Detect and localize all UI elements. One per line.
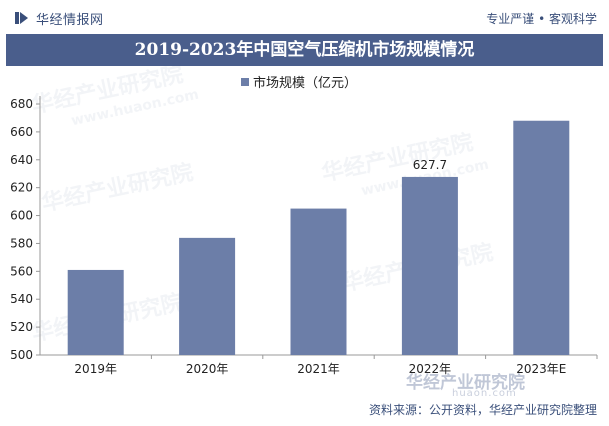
y-tick-label: 560 <box>10 264 33 278</box>
brand-name: 华经情报网 <box>36 13 104 28</box>
y-tick-label: 620 <box>10 181 33 195</box>
y-tick-label: 500 <box>10 348 33 362</box>
x-tick-label: 2023年E <box>516 362 566 376</box>
data-label: 627.7 <box>413 158 447 172</box>
y-tick-label: 680 <box>10 97 33 111</box>
legend-swatch <box>241 78 249 86</box>
x-tick-label: 2019年 <box>74 362 117 376</box>
bar <box>67 269 124 355</box>
y-tick-label: 660 <box>10 125 33 139</box>
bar <box>290 208 347 355</box>
title-bar: 2019-2023年中国空气压缩机市场规模情况 <box>6 34 603 66</box>
footer-logo: 华经产业研究院 <box>406 373 525 393</box>
y-tick-label: 540 <box>10 292 33 306</box>
bar <box>513 120 570 355</box>
logo-icon <box>15 12 28 24</box>
x-tick-label: 2020年 <box>186 362 229 376</box>
source-note: 资料来源：公开资料，华经产业研究院整理 <box>368 403 597 417</box>
legend-label: 市场规模（亿元） <box>253 75 357 91</box>
bar-chart: 市场规模（亿元） 500 520 540 560 580 600 620 640 660 680 20… <box>10 75 598 376</box>
header-bar: 华经情报网 专业严谨 • 客观科学 <box>0 0 609 34</box>
slogan: 专业严谨 • 客观科学 <box>486 12 597 26</box>
footer-url: huaon.com <box>452 388 517 399</box>
x-tick-label: 2022年 <box>409 362 452 376</box>
bar <box>401 176 458 355</box>
x-tick-label: 2021年 <box>297 362 340 376</box>
y-tick-label: 640 <box>10 153 33 167</box>
y-tick-label: 580 <box>10 236 33 250</box>
chart-title: 2019-2023年中国空气压缩机市场规模情况 <box>134 40 475 60</box>
y-tick-label: 600 <box>10 209 33 223</box>
bar <box>179 237 236 355</box>
y-tick-label: 520 <box>10 320 33 334</box>
